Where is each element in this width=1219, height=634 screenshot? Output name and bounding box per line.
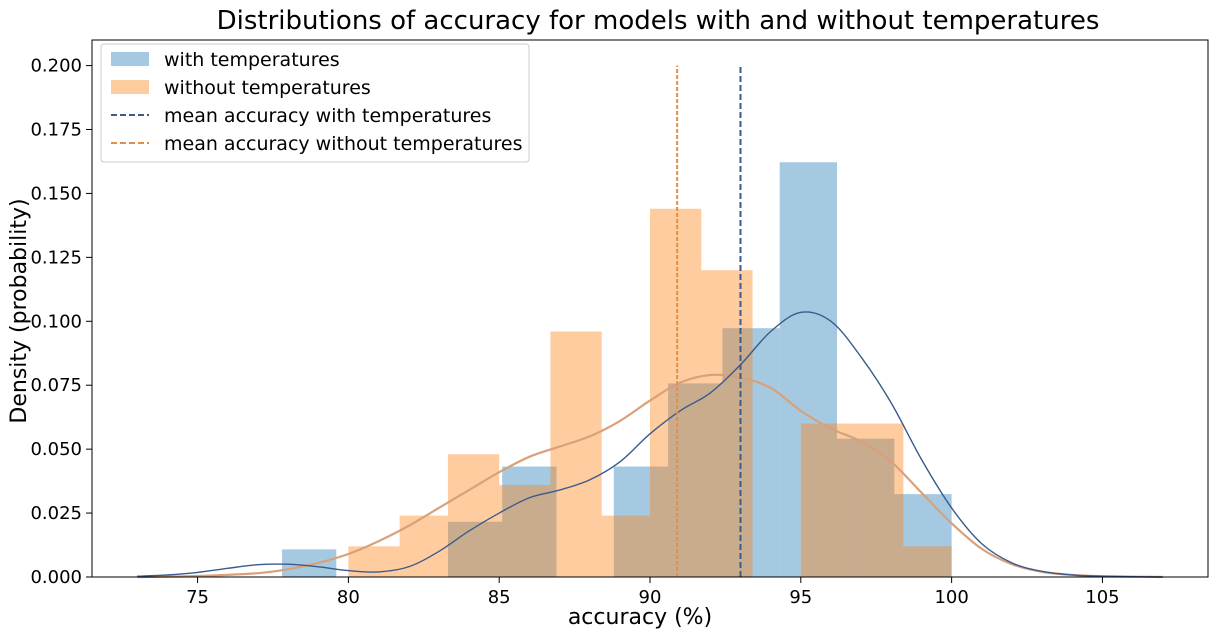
y-tick-label-4: 0.100 (30, 311, 82, 332)
x-tick-label-80: 80 (337, 587, 360, 608)
y-tick-label-1: 0.025 (30, 503, 82, 524)
bar-with-temperatures-3 (447, 521, 503, 577)
axes: 75 80 85 90 95 100 105 0.000 0.025 0.050 0.075 0.10… (30, 39, 1209, 608)
bar-with-temperatures-0 (282, 549, 337, 577)
bar-with-temperatures-9 (779, 162, 838, 577)
kde-line-with-temperatures (137, 311, 1163, 578)
x-tick-label-100: 100 (934, 587, 968, 608)
legend-label-1: without temperatures (164, 77, 371, 99)
x-tick-label-85: 85 (488, 587, 511, 608)
chart-title: Distributions of accuracy for models wit… (217, 6, 1100, 36)
legend: with temperatures without temperatures mea… (100, 43, 530, 163)
bar-with-temperatures-10 (837, 438, 895, 577)
bar-without-temperatures-7 (701, 270, 753, 577)
bar-without-temperatures-9 (800, 423, 853, 577)
bar-with-temperatures-4 (502, 466, 557, 577)
kde-line-without-temperatures (137, 373, 1163, 579)
bar-without-temperatures-6 (650, 208, 702, 577)
y-tick-label-8: 0.200 (30, 56, 82, 77)
x-tick-label-105: 105 (1085, 587, 1119, 608)
bar-without-temperatures-11 (903, 546, 952, 577)
y-tick-label-7: 0.175 (30, 120, 82, 141)
bar-without-temperatures-5 (601, 515, 650, 577)
x-axis-label: accuracy (%) (568, 605, 712, 630)
legend-label-0: with temperatures (164, 49, 340, 71)
y-tick-label-5: 0.125 (30, 247, 82, 268)
plot-area (137, 65, 1163, 579)
y-tick-label-0: 0.000 (30, 567, 82, 588)
bar-with-temperatures-8 (722, 328, 780, 577)
bar-without-temperatures-3 (499, 484, 551, 577)
y-tick-label-6: 0.150 (30, 183, 82, 204)
y-tick-label-3: 0.075 (30, 375, 82, 396)
x-tick-label-75: 75 (186, 587, 209, 608)
x-tick-label-90: 90 (639, 587, 662, 608)
legend-swatch-0 (111, 52, 149, 66)
bar-without-temperatures-2 (447, 454, 500, 577)
bar-without-temperatures-10 (852, 423, 904, 577)
x-tick-label-95: 95 (789, 587, 812, 608)
y-tick-label-2: 0.050 (30, 439, 82, 460)
legend-label-3: mean accuracy without temperatures (164, 133, 522, 155)
bar-without-temperatures-4 (550, 331, 602, 577)
y-axis-label: Density (probability) (7, 198, 32, 423)
bar-with-temperatures-11 (894, 494, 952, 577)
bar-with-temperatures-6 (613, 466, 669, 577)
legend-swatch-1 (111, 80, 149, 94)
legend-label-2: mean accuracy with temperatures (164, 105, 491, 127)
legend-box (100, 43, 530, 163)
